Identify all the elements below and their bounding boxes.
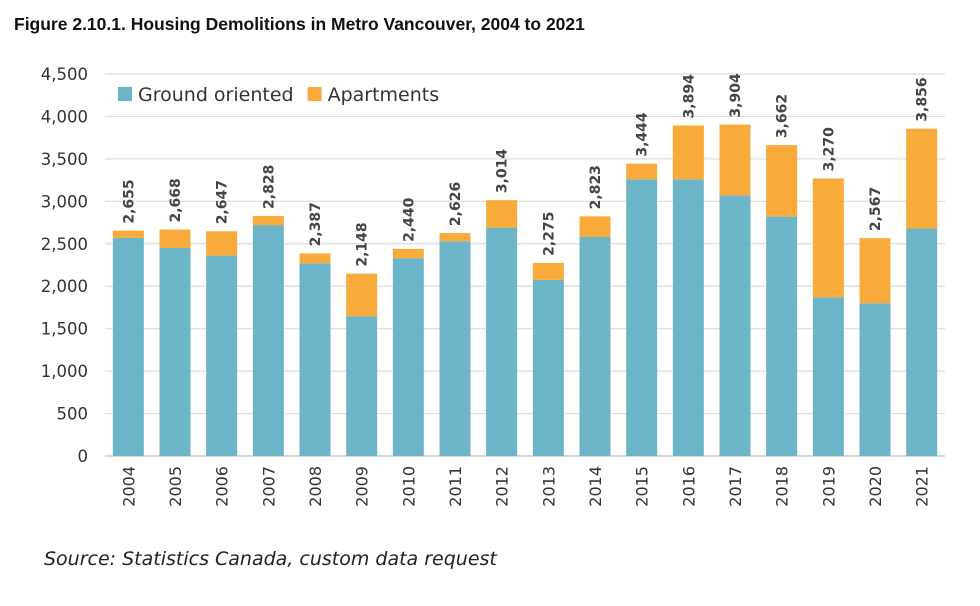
total-data-label: 3,662 (775, 94, 791, 138)
bar-apartments (159, 229, 191, 249)
total-data-label: 2,275 (541, 212, 557, 256)
total-data-label: 3,270 (821, 127, 837, 172)
y-tick-label: 0 (78, 447, 89, 466)
x-tick-label: 2004 (119, 466, 138, 507)
x-tick-label: 2006 (213, 466, 232, 507)
bar-apartments (812, 178, 844, 298)
bar-apartments (672, 125, 704, 180)
bar-ground-oriented (486, 227, 518, 456)
bar-ground-oriented (252, 225, 284, 456)
bar-apartments (579, 216, 611, 237)
bar-ground-oriented (299, 263, 331, 456)
y-tick-label: 2,500 (41, 235, 88, 254)
bar-apartments (626, 163, 658, 180)
y-tick-label: 1,500 (41, 320, 88, 339)
total-data-label: 2,668 (168, 178, 184, 222)
bar-ground-oriented (719, 195, 751, 456)
y-tick-label: 1,000 (41, 362, 88, 381)
bar-ground-oriented (346, 316, 378, 456)
legend-swatch (118, 87, 132, 101)
bar-ground-oriented (112, 237, 144, 456)
total-data-label: 3,894 (681, 74, 697, 119)
legend-swatch (307, 87, 322, 101)
y-tick-label: 4,500 (41, 65, 88, 84)
y-tick-label: 2,000 (41, 277, 88, 296)
bar-ground-oriented (626, 179, 658, 457)
total-data-label: 2,440 (401, 197, 417, 242)
chart-title: Figure 2.10.1. Housing Demolitions in Me… (14, 14, 585, 34)
total-data-label: 3,014 (495, 149, 511, 194)
x-tick-label: 2016 (679, 466, 698, 507)
y-tick-label: 500 (57, 405, 89, 424)
x-tick-label: 2014 (586, 466, 605, 507)
x-tick-label: 2020 (866, 466, 885, 507)
source-note: Source: Statistics Canada, custom data r… (44, 548, 497, 570)
total-data-label: 2,647 (215, 180, 231, 224)
bar-ground-oriented (392, 258, 424, 456)
bar-ground-oriented (766, 216, 798, 456)
x-tick-label: 2005 (166, 466, 185, 507)
x-tick-label: 2008 (306, 466, 325, 507)
bar-ground-oriented (532, 279, 564, 456)
bar-apartments (112, 230, 144, 238)
total-data-label: 2,626 (448, 182, 464, 226)
bar-apartments (766, 145, 798, 217)
total-data-label: 3,856 (915, 77, 931, 121)
x-tick-label: 2013 (539, 466, 558, 507)
x-tick-label: 2010 (399, 466, 418, 507)
legend-label: Ground oriented (138, 84, 294, 106)
bar-ground-oriented (159, 248, 191, 456)
bar-ground-oriented (812, 297, 844, 456)
x-tick-label: 2017 (726, 466, 745, 507)
bar-apartments (906, 128, 938, 229)
bar-apartments (486, 200, 518, 228)
x-tick-label: 2019 (819, 466, 838, 507)
total-data-label: 2,387 (308, 202, 324, 246)
bar-apartments (299, 253, 331, 264)
x-tick-label: 2018 (773, 466, 792, 507)
x-tick-label: 2007 (259, 466, 278, 507)
bar-apartments (719, 124, 751, 196)
y-tick-label: 4,000 (41, 107, 88, 126)
x-tick-label: 2021 (913, 466, 932, 507)
bar-ground-oriented (206, 255, 238, 456)
total-data-label: 2,148 (355, 222, 371, 266)
y-tick-label: 3,500 (41, 150, 88, 169)
x-tick-label: 2012 (493, 466, 512, 507)
bar-ground-oriented (672, 179, 704, 457)
bar-ground-oriented (906, 228, 938, 456)
bar-apartments (859, 238, 891, 304)
total-data-label: 2,823 (588, 165, 604, 209)
bar-ground-oriented (579, 236, 611, 456)
total-data-label: 2,828 (261, 165, 277, 209)
bar-apartments (252, 215, 284, 226)
bar-ground-oriented (859, 303, 891, 456)
y-tick-label: 3,000 (41, 192, 88, 211)
x-tick-label: 2009 (353, 466, 372, 507)
total-data-label: 3,444 (635, 112, 651, 157)
bar-apartments (392, 248, 424, 259)
total-data-label: 2,567 (868, 187, 884, 231)
total-data-label: 3,904 (728, 73, 744, 118)
x-tick-label: 2011 (446, 466, 465, 507)
bar-apartments (532, 262, 564, 280)
x-tick-label: 2015 (633, 466, 652, 507)
bar-apartments (206, 231, 238, 256)
legend-label: Apartments (328, 84, 440, 106)
bar-ground-oriented (439, 241, 471, 456)
total-data-label: 2,655 (121, 179, 137, 223)
bar-apartments (346, 273, 378, 317)
bar-apartments (439, 233, 471, 242)
